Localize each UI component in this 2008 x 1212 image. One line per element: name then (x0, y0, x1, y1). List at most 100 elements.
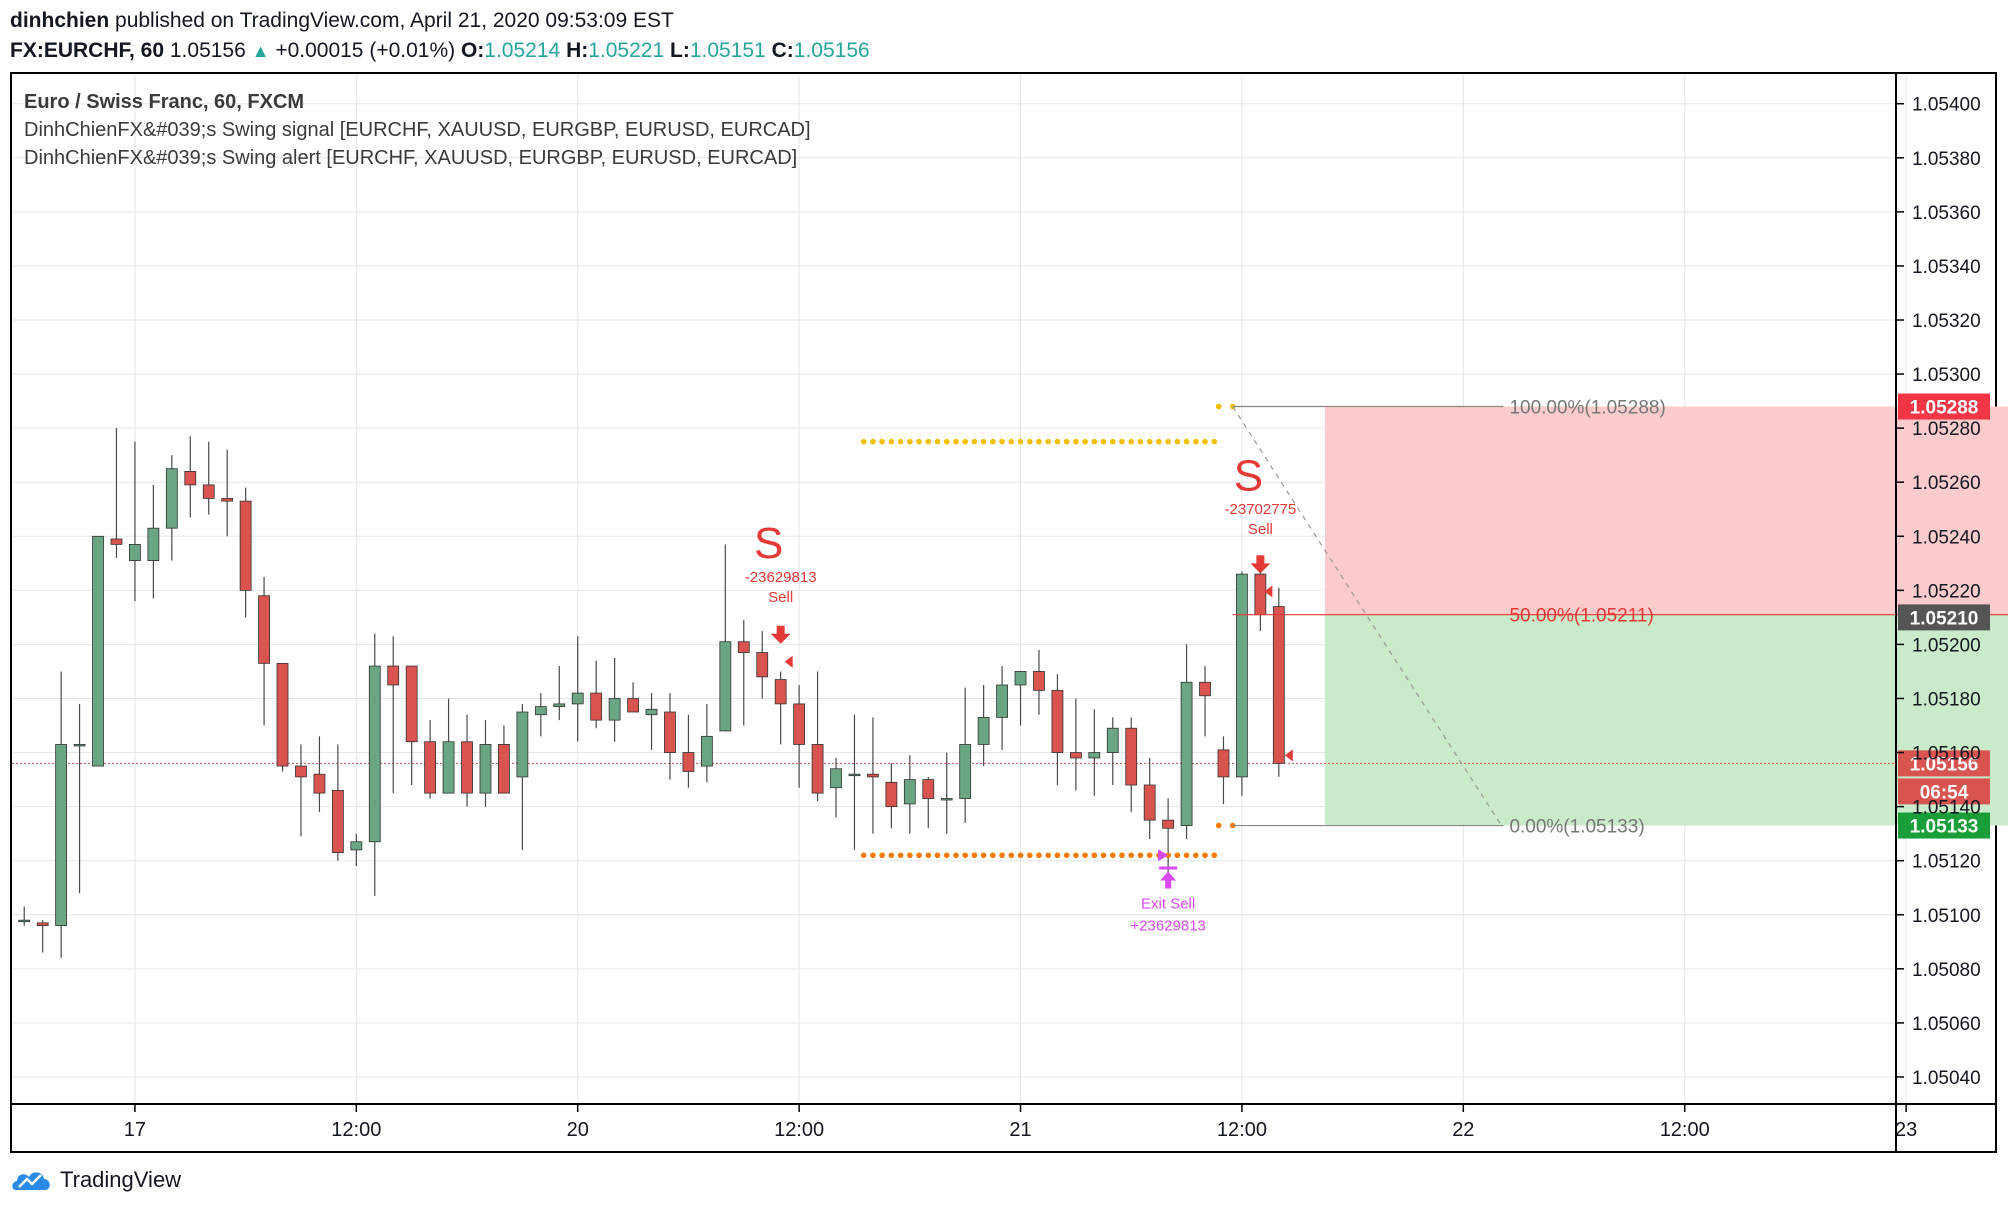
price-tick-label: 1.05280 (1912, 419, 1981, 440)
range-top-dot (1100, 438, 1107, 445)
sell-signal-letter: S (754, 519, 783, 568)
range-bottom-dot (943, 852, 950, 859)
candle-body (221, 498, 234, 502)
low-label: L: (670, 39, 690, 62)
candle-body (1272, 606, 1285, 764)
range-top-dot (953, 438, 959, 445)
candle-body (737, 641, 750, 653)
price-badge (1898, 750, 1990, 777)
price-tick-label: 1.05040 (1912, 1068, 1981, 1089)
change-up-icon: ▲ (251, 41, 270, 61)
candle-body (516, 711, 529, 778)
candle-body (1254, 573, 1267, 616)
price-tick-label: 1.05340 (1912, 257, 1981, 278)
publish-line: dinhchien published on TradingView.com, … (10, 6, 870, 36)
price-tick-label: 1.05400 (1912, 95, 1981, 116)
candle-body (627, 698, 639, 713)
range-top-dot (1128, 438, 1135, 445)
price-badge (1898, 812, 1990, 839)
range-top-dot (1045, 438, 1051, 445)
exit-marker-icon (1158, 849, 1169, 862)
candle-body (1014, 671, 1027, 686)
price-tick-label: 1.05220 (1912, 581, 1981, 602)
candle-body (940, 798, 953, 801)
candlestick-chart[interactable]: 100.00%(1.05288) 50.00%(1.05211) 0.00%(1.0… (0, 0, 2008, 1160)
range-bottom-dot (916, 852, 922, 859)
price-tick-label: 1.05380 (1912, 149, 1981, 170)
open-value: 1.05214 (484, 39, 561, 62)
candle-body (1088, 752, 1101, 759)
range-top-dot (907, 438, 913, 445)
candle-body (110, 538, 123, 545)
author-name[interactable]: dinhchien (10, 9, 110, 32)
range-bottom-dot (1128, 852, 1135, 859)
range-top-dot (1026, 438, 1033, 445)
range-top-dot (1165, 438, 1171, 445)
candle-body (368, 665, 381, 843)
candle-body (811, 744, 824, 794)
candle-body (129, 543, 141, 562)
price-tick-label: 1.05060 (1912, 1014, 1981, 1035)
candle-body (1180, 681, 1193, 826)
range-bottom-dot (925, 852, 932, 859)
chart-header: dinhchien published on TradingView.com, … (10, 6, 870, 66)
range-top-dot (870, 438, 876, 445)
range-top-dot (1036, 438, 1042, 445)
sell-signal-letter: S (1234, 451, 1263, 500)
sell-signal-action: Sell (1248, 521, 1273, 538)
candle-body (1069, 752, 1082, 759)
candle-body (534, 706, 547, 716)
legend-indicator-alert: DinhChienFX&#039;s Swing alert [EURCHF, … (24, 147, 797, 169)
candle-body (848, 773, 861, 777)
range-top-dot (1156, 438, 1162, 445)
range-bottom-dot (1109, 852, 1116, 859)
range-top-dot (1146, 438, 1153, 445)
range-bottom-dot (980, 852, 987, 859)
candle-body (885, 781, 898, 808)
candle-body (442, 741, 455, 794)
candle-body (147, 527, 160, 562)
candle-body (700, 735, 713, 767)
candle-body (1236, 573, 1248, 778)
range-top-dot (962, 438, 968, 445)
tradingview-logo[interactable]: TradingView (10, 1166, 181, 1194)
range-bottom-dot (1026, 852, 1033, 859)
signal-marker-icon (784, 655, 793, 668)
range-bottom-dot (999, 852, 1005, 859)
candle-body (903, 779, 916, 805)
candle-body (793, 703, 806, 745)
range-bottom-dot (971, 852, 978, 859)
candle-body (645, 708, 658, 716)
range-bottom-dot (1137, 852, 1144, 859)
time-tick-label: 12:00 (1217, 1119, 1267, 1141)
range-bottom-dot (1082, 852, 1088, 859)
signal-marker-icon (1264, 585, 1273, 598)
range-top-dot (879, 438, 885, 445)
range-bottom-dot (1146, 852, 1153, 859)
fib-anchor-dot (1215, 403, 1222, 410)
range-bottom-dot (962, 852, 968, 859)
candle-body (387, 665, 400, 686)
range-top-dot (1211, 438, 1218, 445)
sell-arrow-icon (770, 625, 791, 644)
range-top-dot (860, 438, 867, 445)
candle-body (719, 641, 732, 732)
range-bottom-dot (1193, 852, 1199, 859)
range-bottom-dot (860, 852, 867, 859)
close-label: C: (771, 39, 794, 62)
high-value: 1.05221 (588, 39, 665, 62)
open-label: O: (460, 39, 485, 62)
range-top-dot (1137, 438, 1144, 445)
range-bottom-dot (1183, 852, 1190, 859)
range-bottom-dot (934, 852, 941, 859)
range-bottom-dot (1036, 852, 1042, 859)
sell-signal-id: -23702775 (1225, 501, 1297, 518)
candle-body (258, 595, 270, 664)
candle-body (184, 471, 197, 486)
price-tick-label: 1.05320 (1912, 311, 1981, 332)
range-bottom-dot (1017, 852, 1024, 859)
price-badge-label: 1.05210 (1910, 608, 1979, 629)
price-badge-label: 1.05288 (1910, 398, 1979, 419)
candle-body (590, 692, 603, 721)
range-bottom-dot (1008, 852, 1015, 859)
